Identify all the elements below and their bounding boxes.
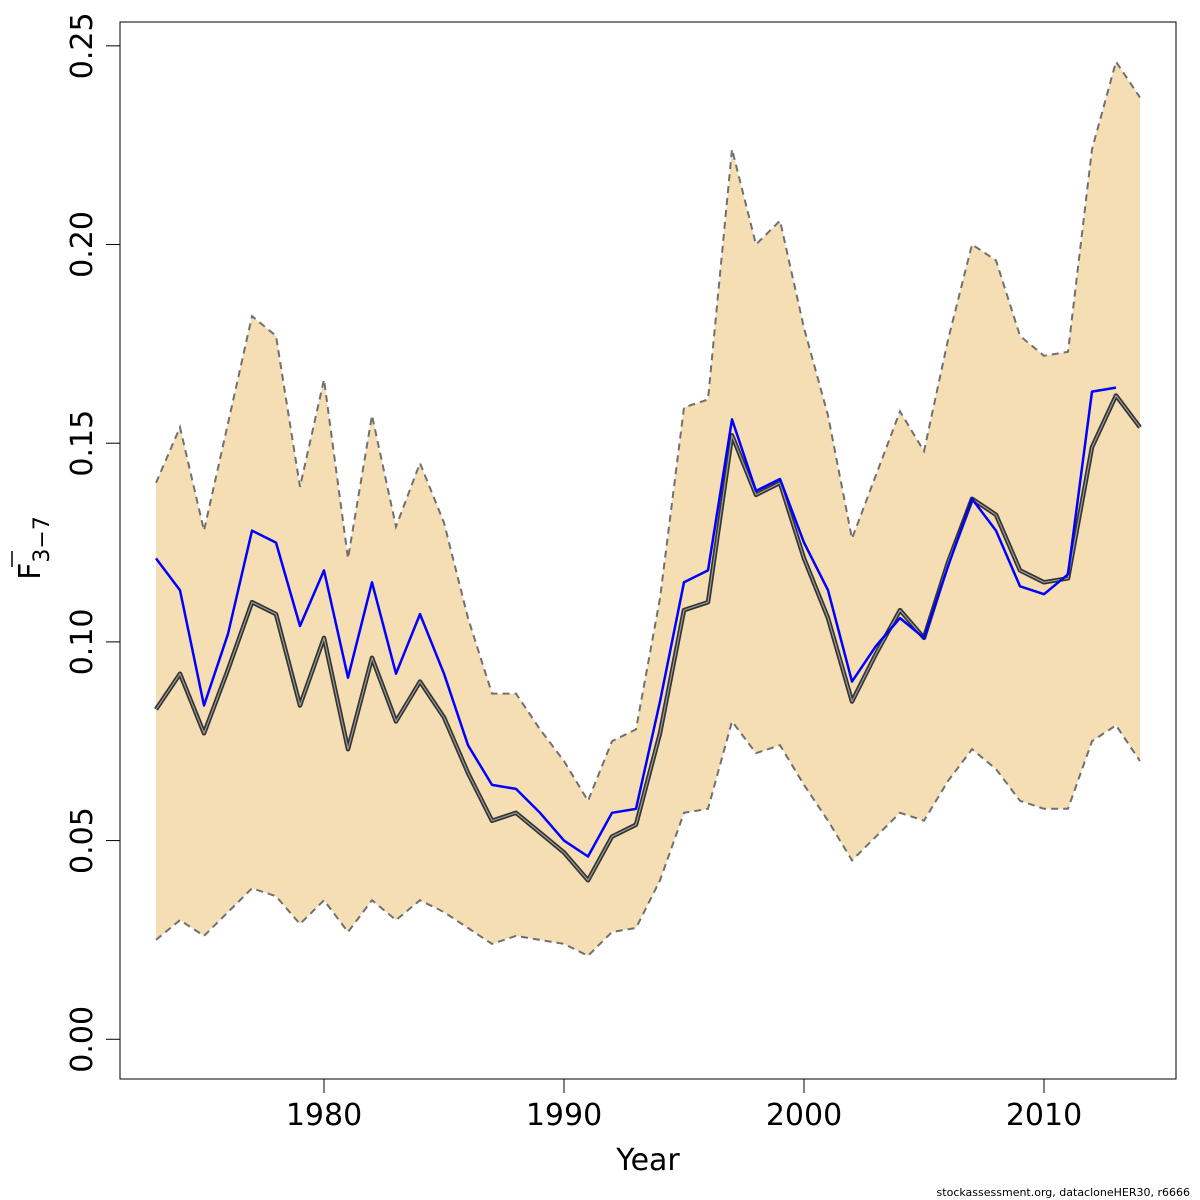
y-tick-label: 0.10 bbox=[65, 609, 100, 676]
estimate-line bbox=[155, 394, 1141, 881]
y-tick-label: 0.15 bbox=[65, 410, 100, 477]
y-tick-label: 0.05 bbox=[65, 807, 100, 874]
confidence-band bbox=[155, 59, 1141, 958]
series-lines bbox=[154, 386, 1142, 883]
y-axis: 0.00 0.05 0.10 0.15 0.20 0.25 bbox=[65, 12, 121, 1073]
footer-credit: stockassessment.org, datacloneHER30, r66… bbox=[937, 1186, 1190, 1199]
x-tick-label: 1990 bbox=[526, 1098, 602, 1133]
y-tick-label: 0.20 bbox=[65, 211, 100, 278]
y-tick-label: 0.25 bbox=[65, 12, 100, 79]
lower-ci-line bbox=[155, 719, 1141, 958]
x-tick-label: 2000 bbox=[766, 1098, 842, 1133]
confidence-band-area bbox=[156, 61, 1140, 956]
y-axis-title: F3−7 bbox=[11, 516, 55, 580]
x-tick-label: 1980 bbox=[286, 1098, 362, 1133]
svg-text:F3−7: F3−7 bbox=[13, 516, 55, 580]
y-tick-label: 0.00 bbox=[65, 1006, 100, 1073]
y-axis-title-main: F bbox=[13, 563, 48, 580]
x-axis-title: Year bbox=[615, 1143, 680, 1178]
x-axis: 1980 1990 2000 2010 bbox=[286, 1078, 1082, 1133]
x-tick-label: 2010 bbox=[1006, 1098, 1082, 1133]
y-axis-title-sub: 3−7 bbox=[30, 516, 55, 562]
upper-ci-line bbox=[155, 59, 1141, 804]
comparison-line bbox=[155, 386, 1117, 858]
